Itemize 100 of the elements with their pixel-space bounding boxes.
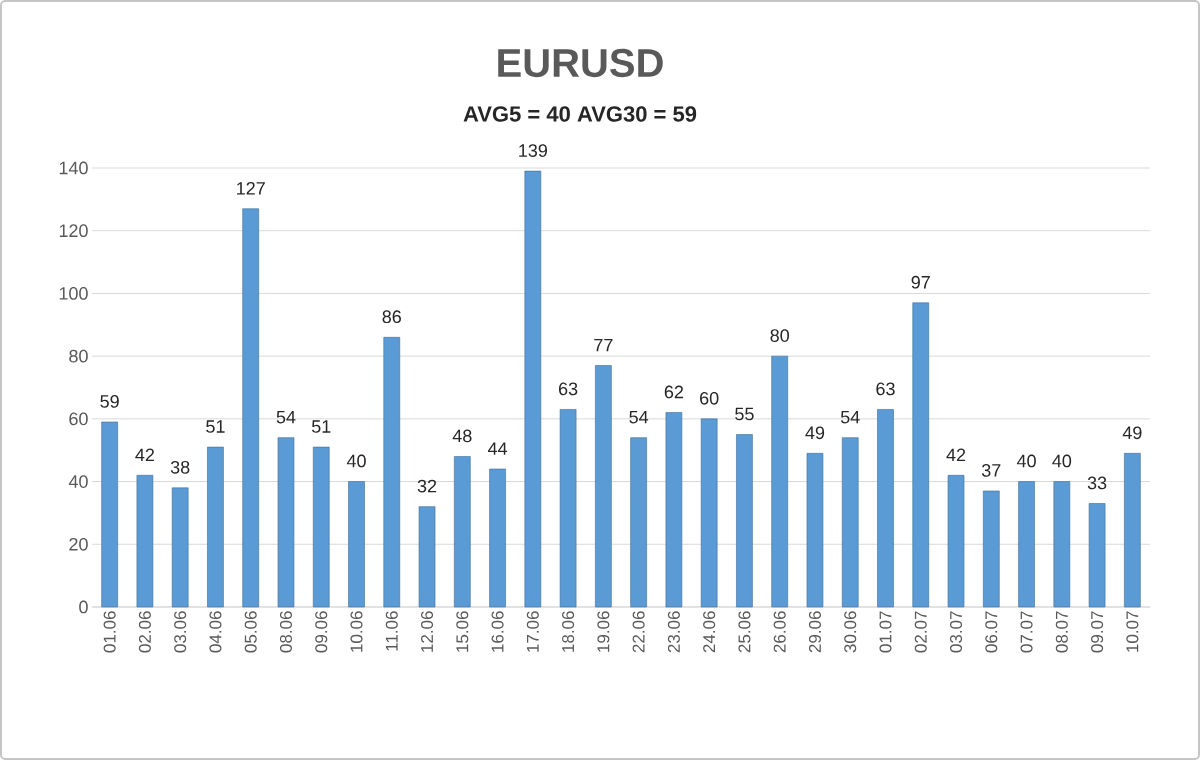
data-label: 54 xyxy=(276,410,296,424)
data-label: 60 xyxy=(700,391,719,405)
bar xyxy=(559,409,577,608)
bar xyxy=(454,456,471,608)
x-tick-label: 24.06 xyxy=(703,611,716,653)
x-tick-label: 25.06 xyxy=(738,611,751,653)
x-tick-label: 19.06 xyxy=(597,611,610,652)
data-label: 32 xyxy=(417,479,437,493)
y-tick-label: 0 xyxy=(79,600,88,614)
data-label: 63 xyxy=(876,382,895,396)
x-tick-label: 16.06 xyxy=(491,611,504,652)
bar xyxy=(101,421,118,608)
data-label: 49 xyxy=(1122,426,1142,440)
x-tick-label: 17.06 xyxy=(526,611,539,652)
x-tick-label: 18.06 xyxy=(562,611,575,652)
data-label: 97 xyxy=(911,275,930,289)
x-tick-label: 03.06 xyxy=(174,611,187,653)
bar xyxy=(136,474,154,608)
x-tick-label: 26.06 xyxy=(773,611,786,653)
x-tick-label: 11.06 xyxy=(385,611,398,651)
bar xyxy=(348,481,365,608)
x-tick-label: 01.07 xyxy=(879,611,892,653)
x-tick-label: 10.07 xyxy=(1126,611,1139,652)
bar xyxy=(1018,481,1035,608)
x-tick-label: 04.06 xyxy=(209,611,222,653)
bar xyxy=(1124,453,1141,608)
data-label: 80 xyxy=(770,329,790,342)
y-tick-label: 20 xyxy=(69,537,88,551)
y-tick-label: 140 xyxy=(59,161,88,175)
data-label: 37 xyxy=(981,464,1001,477)
x-tick-label: 02.07 xyxy=(914,611,927,653)
data-label: 54 xyxy=(629,410,649,424)
x-tick-label: 12.06 xyxy=(421,611,434,652)
y-tick-label: 80 xyxy=(69,349,88,363)
data-label: 49 xyxy=(805,426,825,440)
x-tick-label: 09.06 xyxy=(315,611,328,653)
x-tick-label: 23.06 xyxy=(667,611,680,653)
bar xyxy=(947,474,965,608)
x-tick-label: 29.06 xyxy=(808,611,821,653)
data-label: 77 xyxy=(594,338,613,352)
bar xyxy=(524,170,542,608)
data-label: 51 xyxy=(311,420,331,433)
data-label: 42 xyxy=(135,448,155,462)
data-label: 40 xyxy=(1016,454,1036,468)
x-tick-label: 10.06 xyxy=(350,611,363,652)
bar xyxy=(242,208,260,608)
data-label: 48 xyxy=(452,429,472,443)
bar xyxy=(277,437,295,608)
bar xyxy=(630,437,647,608)
data-label: 139 xyxy=(519,144,547,157)
bar xyxy=(841,437,859,608)
bar xyxy=(312,446,330,608)
x-tick-label: 05.06 xyxy=(244,611,257,653)
bar xyxy=(418,506,436,608)
data-label: 63 xyxy=(559,382,578,396)
bar xyxy=(877,409,894,608)
bar xyxy=(806,453,824,608)
data-label: 54 xyxy=(840,410,860,424)
x-tick-label: 09.07 xyxy=(1091,611,1104,653)
data-label: 40 xyxy=(346,454,366,468)
data-label: 42 xyxy=(946,448,966,462)
bar xyxy=(665,412,683,608)
bar xyxy=(912,302,930,608)
x-tick-label: 07.07 xyxy=(1020,611,1033,653)
bar xyxy=(700,418,718,608)
x-tick-label: 03.07 xyxy=(950,611,963,653)
bar xyxy=(171,487,189,608)
y-tick-label: 120 xyxy=(59,224,88,238)
data-label: 59 xyxy=(100,395,119,408)
chart-title: EURUSD xyxy=(498,48,663,78)
x-tick-label: 15.06 xyxy=(456,611,469,652)
x-tick-label: 22.06 xyxy=(632,611,645,653)
data-label: 86 xyxy=(382,310,401,324)
data-label: 62 xyxy=(664,385,684,399)
bar xyxy=(1053,481,1071,608)
bar xyxy=(489,468,506,608)
bar xyxy=(383,337,401,608)
data-label: 127 xyxy=(237,181,265,195)
data-label: 40 xyxy=(1052,454,1072,468)
x-tick-label: 08.07 xyxy=(1055,611,1068,653)
x-tick-label: 30.06 xyxy=(844,611,857,653)
y-tick-label: 100 xyxy=(59,287,88,300)
bar xyxy=(982,490,1000,608)
data-label: 55 xyxy=(735,407,754,421)
bar xyxy=(595,365,612,608)
data-label: 33 xyxy=(1087,476,1107,490)
data-label: 38 xyxy=(170,460,190,474)
y-tick-label: 40 xyxy=(68,475,88,488)
bar xyxy=(207,446,224,608)
x-tick-label: 01.06 xyxy=(103,611,116,653)
x-tick-label: 06.07 xyxy=(985,611,998,653)
bar xyxy=(771,355,788,608)
bar xyxy=(736,434,753,608)
x-tick-label: 02.06 xyxy=(138,611,151,653)
bar xyxy=(1088,503,1106,608)
y-tick-label: 60 xyxy=(69,412,88,426)
chart-subtitle: AVG5 = 40 AVG30 = 59 xyxy=(463,106,697,122)
data-label: 51 xyxy=(206,420,225,433)
data-label: 44 xyxy=(487,442,508,455)
x-tick-label: 08.06 xyxy=(279,611,292,653)
